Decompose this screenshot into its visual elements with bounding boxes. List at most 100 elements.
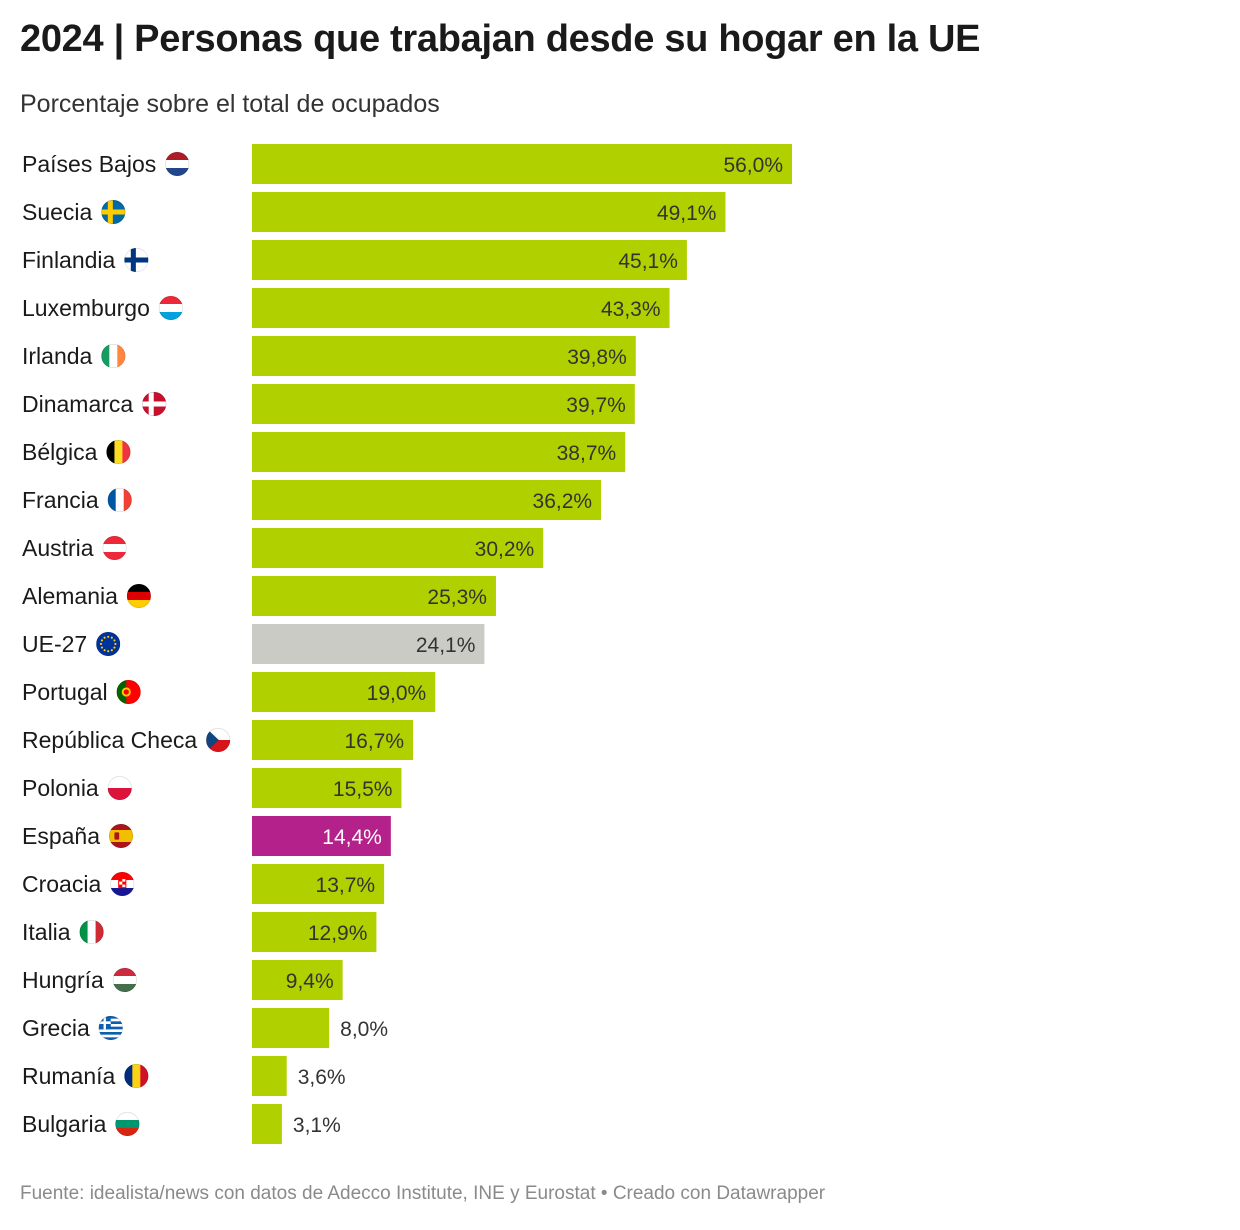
bar — [252, 1056, 287, 1096]
bar — [252, 768, 402, 808]
bar-highlight — [252, 816, 391, 856]
category-label: Finlandia — [22, 247, 116, 273]
pt-flag-icon — [116, 679, 141, 705]
bar-row: Croacia 13,7% — [22, 864, 385, 904]
value-label: 43,3% — [601, 298, 661, 321]
bar-chart: Países Bajos 56,0% Suecia 49,1% Finlandia 45,… — [22, 144, 792, 1144]
category-label: República Checa — [22, 727, 197, 753]
category-label: Dinamarca — [22, 391, 133, 417]
bar — [252, 384, 635, 424]
value-label: 30,2% — [475, 538, 535, 561]
source-footer: Fuente: idealista/news con datos de Adec… — [20, 1183, 826, 1204]
at-flag-icon — [102, 535, 127, 561]
pl-flag-icon — [107, 775, 132, 801]
value-label: 15,5% — [333, 778, 393, 801]
bar — [252, 288, 670, 328]
value-label: 36,2% — [533, 490, 593, 513]
gr-flag-icon — [98, 1015, 123, 1041]
category-label: Austria — [22, 535, 94, 561]
bg-flag-icon — [115, 1111, 140, 1137]
bar-row: Irlanda 39,8% — [22, 336, 636, 376]
category-label: Luxemburgo — [22, 295, 150, 321]
category-label: Hungría — [22, 967, 104, 993]
value-label: 45,1% — [618, 250, 678, 273]
bar-row: República Checa 16,7% — [22, 720, 414, 760]
chart-subtitle: Porcentaje sobre el total de ocupados — [20, 90, 440, 118]
bar — [252, 960, 343, 1000]
bar-row: Alemania 25,3% — [22, 576, 496, 616]
de-flag-icon — [126, 583, 151, 609]
value-label: 16,7% — [344, 730, 404, 753]
nl-flag-icon — [165, 151, 190, 177]
bar-average — [252, 624, 485, 664]
bar-row: Bulgaria 3,1% — [22, 1104, 341, 1144]
category-label: Bulgaria — [22, 1111, 107, 1137]
value-label: 25,3% — [427, 586, 487, 609]
value-label: 39,8% — [567, 346, 627, 369]
se-flag-icon — [101, 199, 126, 225]
bar — [252, 576, 496, 616]
ro-flag-icon — [124, 1063, 149, 1089]
value-label: 3,6% — [298, 1066, 346, 1089]
bar — [252, 432, 626, 472]
bar — [252, 144, 792, 184]
bar — [252, 240, 687, 280]
bar-row: Grecia 8,0% — [22, 1008, 388, 1048]
bar-row: España 14,4% — [22, 816, 391, 856]
bar — [252, 192, 726, 232]
bar — [252, 1008, 330, 1048]
be-flag-icon — [106, 439, 131, 465]
lu-flag-icon — [158, 295, 183, 321]
bar-row: Italia 12,9% — [22, 912, 377, 952]
category-label: Italia — [22, 919, 71, 945]
category-label: Irlanda — [22, 343, 93, 369]
bar-row: Países Bajos 56,0% — [22, 144, 792, 184]
value-label: 49,1% — [657, 202, 717, 225]
value-label: 13,7% — [316, 874, 376, 897]
hr-flag-icon — [110, 871, 135, 897]
ie-flag-icon — [101, 343, 126, 369]
bar-row: Dinamarca 39,7% — [22, 384, 635, 424]
bar — [252, 864, 385, 904]
category-label: Croacia — [22, 871, 101, 897]
category-label: Suecia — [22, 199, 93, 225]
bar-row: Francia 36,2% — [22, 480, 602, 520]
it-flag-icon — [79, 919, 104, 945]
es-flag-icon — [108, 823, 134, 849]
bar-row: Luxemburgo 43,3% — [22, 288, 670, 328]
category-label: Polonia — [22, 775, 99, 801]
category-label: Países Bajos — [22, 151, 156, 177]
category-label: Portugal — [22, 679, 108, 705]
category-label: Alemania — [22, 583, 118, 609]
fr-flag-icon — [107, 487, 132, 513]
category-label: UE-27 — [22, 631, 87, 657]
value-label: 9,4% — [286, 970, 334, 993]
bar — [252, 480, 602, 520]
value-label: 24,1% — [416, 634, 476, 657]
category-label: España — [22, 823, 100, 849]
cz-flag-icon — [206, 727, 231, 753]
value-label: 12,9% — [308, 922, 368, 945]
bar — [252, 1104, 282, 1144]
bar — [252, 672, 436, 712]
bar-row: Polonia 15,5% — [22, 768, 402, 808]
value-label: 19,0% — [367, 682, 427, 705]
dk-flag-icon — [142, 391, 167, 417]
bar-row: Portugal 19,0% — [22, 672, 436, 712]
value-label: 56,0% — [723, 154, 783, 177]
value-label: 8,0% — [340, 1018, 388, 1041]
bar-row: UE-27 24,1% — [22, 624, 485, 664]
bar — [252, 912, 377, 952]
value-label: 3,1% — [293, 1114, 341, 1137]
bar-row: Bélgica 38,7% — [22, 432, 626, 472]
eu-flag-icon — [96, 631, 121, 657]
bar — [252, 528, 544, 568]
bar-row: Hungría 9,4% — [22, 960, 343, 1000]
chart-title: 2024 | Personas que trabajan desde su ho… — [20, 18, 981, 60]
value-label: 39,7% — [566, 394, 626, 417]
category-label: Francia — [22, 487, 99, 513]
category-label: Rumanía — [22, 1063, 116, 1089]
fi-flag-icon — [124, 247, 149, 273]
bar-row: Suecia 49,1% — [22, 192, 726, 232]
bar-row: Austria 30,2% — [22, 528, 544, 568]
